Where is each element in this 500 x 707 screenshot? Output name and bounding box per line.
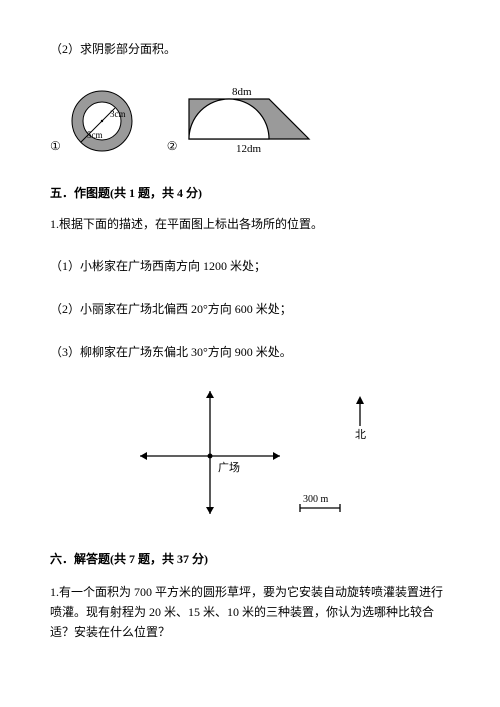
section-5-intro: 1.根据下面的描述，在平面图上标出各场所的位置。: [50, 215, 450, 234]
label-3cm: 3cm: [110, 109, 126, 119]
figures-row: ① 3cm 5cm ② 8dm 12dm: [50, 81, 450, 156]
compass-svg: 广场 北 300 m: [130, 386, 400, 526]
figure-2: ② 8dm 12dm: [167, 81, 314, 156]
label-5cm: 5cm: [87, 130, 103, 140]
section-5-item-3: （3）柳柳家在广场东偏北 30°方向 900 米处。: [50, 343, 450, 362]
section-6-header: 六．解答题(共 7 题，共 37 分): [50, 550, 450, 569]
section-5-header: 五．作图题(共 1 题，共 4 分): [50, 184, 450, 203]
section-5-item-2: （2）小丽家在广场北偏西 20°方向 600 米处；: [50, 300, 450, 319]
figure-2-svg: 8dm 12dm: [184, 81, 314, 156]
section-5-item-1: （1）小彬家在广场西南方向 1200 米处；: [50, 257, 450, 276]
section-6-problem-1: 1.有一个面积为 700 平方米的圆形草坪，要为它安装自动旋转喷灌装置进行喷灌。…: [50, 582, 450, 643]
problem-2-text: （2）求阴影部分面积。: [50, 40, 450, 59]
figure-1: ① 3cm 5cm: [50, 86, 137, 156]
compass-north-label: 北: [355, 428, 366, 441]
figure-1-label: ①: [50, 137, 61, 156]
label-8dm: 8dm: [232, 86, 252, 98]
figure-2-label: ②: [167, 137, 178, 156]
label-12dm: 12dm: [236, 143, 262, 155]
compass-diagram: 广场 北 300 m: [130, 386, 450, 532]
compass-center-label: 广场: [218, 460, 240, 474]
figure-1-svg: 3cm 5cm: [67, 86, 137, 156]
compass-scale-label: 300 m: [303, 494, 329, 505]
